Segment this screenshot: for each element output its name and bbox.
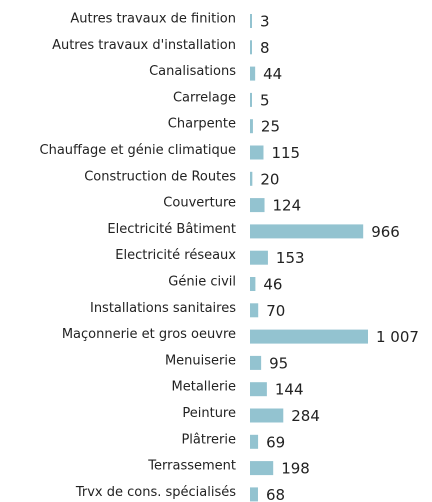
value-label: 1 007 [376,328,419,346]
category-label: Canalisations [149,64,236,79]
value-label: 95 [269,354,288,372]
bar [250,145,264,160]
value-label: 3 [260,13,270,31]
value-label: 70 [266,302,285,320]
bar [250,487,258,502]
value-label: 284 [291,407,320,425]
value-label: 966 [371,223,400,241]
value-label: 46 [263,276,282,294]
bar [250,14,252,28]
value-label: 5 [260,91,270,109]
bar [250,250,268,265]
value-label: 44 [263,65,282,83]
category-label: Menuiserie [165,353,236,368]
bar [250,66,256,81]
category-label: Carrelage [173,90,236,105]
value-label: 20 [260,170,279,188]
bar [250,119,253,134]
value-label: 115 [271,144,300,162]
bar [250,40,252,55]
bar [250,171,253,186]
category-label: Couverture [163,196,236,211]
category-label: Electricité réseaux [115,248,236,263]
value-label: 124 [273,197,302,215]
category-label: Trvx de cons. spécialisés [75,485,236,500]
category-label: Construction de Routes [84,169,236,184]
bar [250,382,267,397]
category-label: Peinture [182,406,236,421]
bar [250,277,256,291]
bar [250,198,265,213]
bar [250,461,274,476]
value-label: 144 [275,381,304,399]
category-label: Plâtrerie [181,432,236,447]
bar [250,303,259,318]
bar [250,224,364,239]
category-label: Autres travaux d'installation [52,38,236,53]
bar [250,408,284,423]
bar [250,92,252,107]
category-label: Maçonnerie et gros oeuvre [62,327,236,342]
category-label: Metallerie [172,380,236,395]
value-label: 69 [266,433,285,451]
category-label: Génie civil [168,275,236,290]
category-label: Terrassement [147,459,236,474]
bar [250,434,259,449]
value-label: 8 [260,39,270,57]
value-label: 153 [276,249,305,267]
value-label: 68 [266,486,285,502]
category-label: Chauffage et génie climatique [40,143,237,158]
value-label: 25 [261,118,280,136]
category-label: Charpente [168,117,236,132]
category-label: Installations sanitaires [90,301,236,316]
category-label: Autres travaux de finition [70,12,236,27]
category-label: Electricité Bâtiment [107,222,236,237]
value-label: 198 [281,460,310,478]
bar [250,355,262,370]
bar [250,329,368,344]
